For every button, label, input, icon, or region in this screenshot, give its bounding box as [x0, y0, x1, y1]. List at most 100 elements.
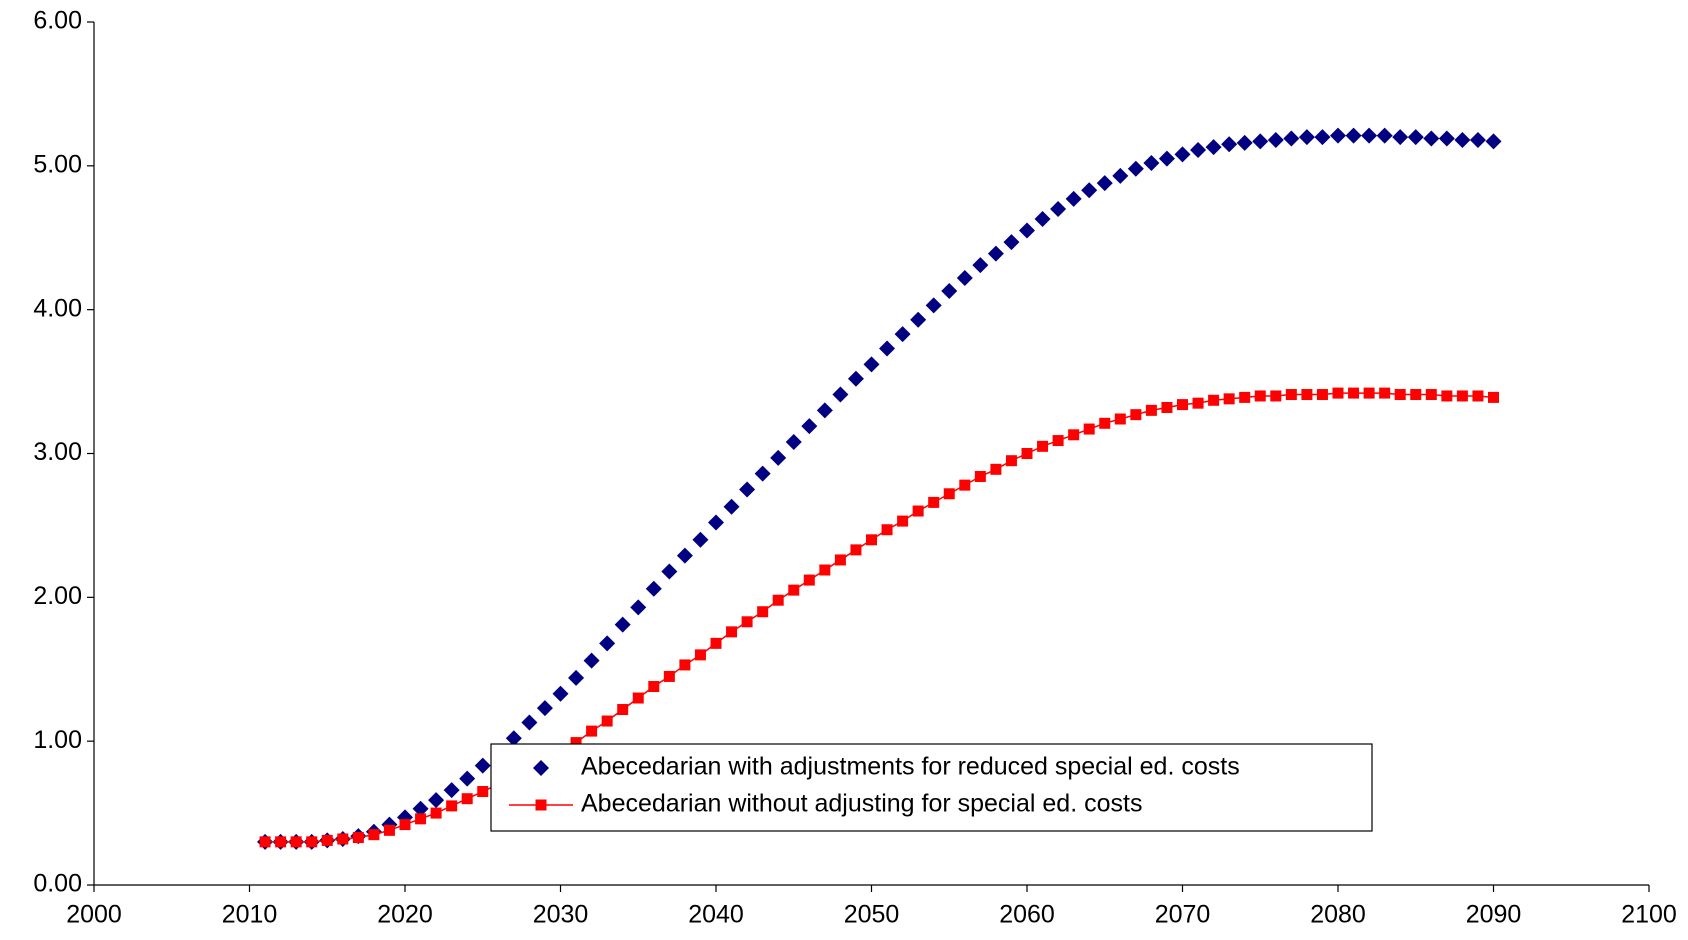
- diamond-marker: [1236, 134, 1253, 151]
- square-marker: [415, 813, 427, 825]
- y-tick-label: 3.00: [33, 438, 82, 466]
- square-marker: [1145, 404, 1157, 416]
- diamond-marker: [1003, 234, 1020, 251]
- diamond-marker: [568, 669, 585, 686]
- square-marker: [352, 832, 364, 844]
- square-marker: [788, 584, 800, 596]
- diamond-marker: [1454, 131, 1471, 148]
- diamond-marker: [1361, 127, 1378, 144]
- square-marker: [399, 819, 411, 831]
- diamond-marker: [832, 386, 849, 403]
- diamond-marker: [925, 297, 942, 314]
- y-tick-label: 2.00: [33, 582, 82, 610]
- diamond-marker: [428, 792, 445, 809]
- square-marker: [803, 574, 815, 586]
- x-tick-label: 2010: [222, 901, 278, 929]
- diamond-marker: [505, 730, 522, 747]
- diamond-marker: [879, 340, 896, 357]
- square-marker: [1114, 413, 1126, 425]
- square-marker: [535, 799, 547, 811]
- square-marker: [881, 524, 893, 536]
- diamond-marker: [552, 685, 569, 702]
- square-marker: [663, 670, 675, 682]
- y-tick-label: 1.00: [33, 726, 82, 754]
- square-marker: [1285, 389, 1297, 401]
- diamond-marker: [645, 580, 662, 597]
- square-marker: [943, 488, 955, 500]
- diamond-marker: [1392, 129, 1409, 146]
- diamond-marker: [443, 782, 460, 799]
- legend-label: Abecedarian without adjusting for specia…: [581, 790, 1142, 818]
- square-marker: [710, 637, 722, 649]
- square-marker: [850, 544, 862, 556]
- diamond-marker: [1438, 130, 1455, 147]
- diamond-marker: [1267, 131, 1284, 148]
- diamond-marker: [1485, 133, 1502, 150]
- diamond-marker: [533, 760, 549, 776]
- square-marker: [1239, 391, 1251, 403]
- x-tick-label: 2100: [1621, 901, 1677, 929]
- square-marker: [1394, 389, 1406, 401]
- square-marker: [1005, 455, 1017, 467]
- square-marker: [477, 786, 489, 798]
- square-marker: [446, 800, 458, 812]
- square-marker: [834, 554, 846, 566]
- diamond-marker: [1081, 182, 1098, 199]
- square-marker: [1068, 429, 1080, 441]
- diamond-marker: [847, 370, 864, 387]
- square-marker: [430, 807, 442, 819]
- square-marker: [897, 515, 909, 527]
- diamond-marker: [863, 356, 880, 373]
- square-marker: [259, 836, 271, 848]
- diamond-marker: [708, 514, 724, 531]
- diamond-marker: [599, 635, 616, 652]
- diamond-marker: [1019, 222, 1035, 239]
- x-tick-label: 2030: [533, 901, 589, 929]
- y-tick-label: 5.00: [33, 150, 82, 178]
- diamond-marker: [1096, 175, 1113, 192]
- square-marker: [1379, 387, 1391, 399]
- square-marker: [819, 564, 831, 576]
- square-marker: [1363, 387, 1375, 399]
- diamond-marker: [910, 311, 927, 328]
- square-marker: [1223, 393, 1235, 405]
- diamond-marker: [1423, 130, 1440, 147]
- diamond-marker: [1298, 129, 1315, 146]
- diamond-marker: [1050, 200, 1067, 217]
- diamond-marker: [770, 449, 787, 466]
- diamond-marker: [692, 531, 709, 548]
- square-marker: [1130, 409, 1142, 421]
- square-marker: [1441, 390, 1453, 402]
- square-marker: [1083, 423, 1095, 435]
- square-marker: [383, 824, 395, 836]
- square-marker: [726, 626, 738, 638]
- diamond-marker: [1314, 129, 1331, 146]
- square-marker: [974, 471, 986, 483]
- x-tick-label: 2050: [844, 901, 900, 929]
- diamond-marker: [676, 547, 693, 564]
- square-marker: [1208, 394, 1220, 406]
- diamond-marker: [1143, 154, 1160, 171]
- square-marker: [321, 834, 333, 846]
- legend-label: Abecedarian with adjustments for reduced…: [581, 753, 1240, 781]
- x-tick-label: 2090: [1466, 901, 1522, 929]
- diamond-marker: [1127, 160, 1144, 177]
- square-marker: [275, 836, 287, 848]
- diamond-marker: [521, 714, 538, 731]
- square-marker: [928, 496, 940, 508]
- diamond-marker: [723, 498, 740, 515]
- diamond-marker: [1205, 139, 1222, 156]
- square-marker: [290, 836, 302, 848]
- diamond-marker: [1158, 150, 1175, 167]
- square-marker: [1037, 440, 1049, 452]
- x-tick-label: 2040: [688, 901, 744, 929]
- diamond-marker: [956, 270, 973, 287]
- square-marker: [679, 659, 691, 671]
- square-marker: [694, 649, 706, 661]
- diamond-marker: [972, 257, 989, 274]
- square-marker: [1348, 387, 1360, 399]
- y-tick-label: 0.00: [33, 870, 82, 898]
- square-marker: [1021, 448, 1033, 459]
